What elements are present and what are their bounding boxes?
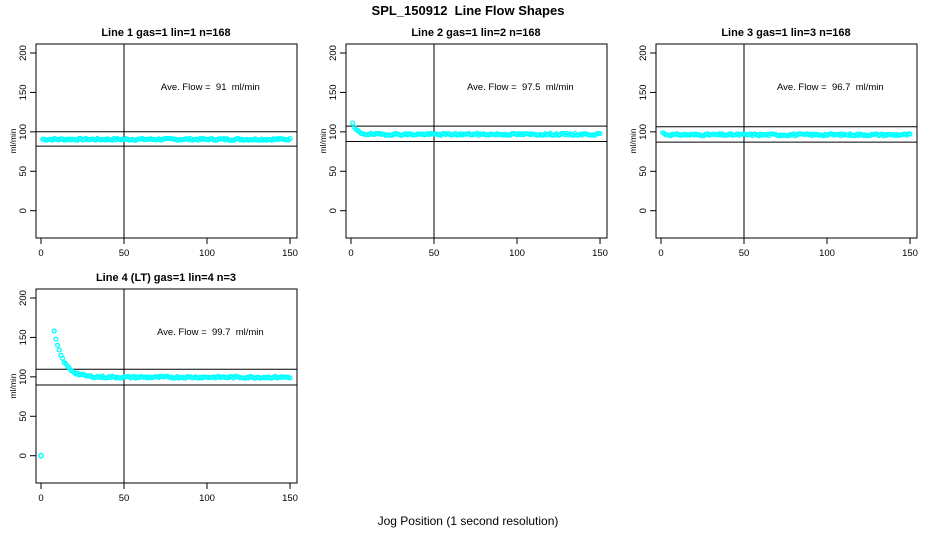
x-tick-label: 0 — [658, 248, 663, 259]
x-tick-label: 0 — [38, 493, 43, 504]
x-axis: 0 50 100 150 — [38, 238, 298, 259]
y-tick-label: 50 — [18, 166, 29, 177]
y-tick-label: 150 — [328, 84, 339, 100]
data-point — [597, 131, 603, 137]
data-point — [287, 375, 293, 381]
panel-svg: Line 3 gas=1 lin=3 n=168 0 50 100 150 0 50 100 1… — [628, 27, 918, 259]
ave-flow-annotation: Ave. Flow = 99.7 ml/min — [157, 327, 264, 338]
figure-title: SPL_150912 Line Flow Shapes — [371, 3, 565, 18]
panel-svg: Line 2 gas=1 lin=2 n=168 0 50 100 150 0 50 100 1… — [318, 27, 608, 259]
y-tick-label: 50 — [18, 411, 29, 422]
data-point — [56, 347, 62, 353]
data-points — [350, 120, 603, 138]
y-tick-label: 100 — [638, 124, 649, 140]
y-tick-label: 150 — [18, 84, 29, 100]
y-axis: 0 50 100 150 200 — [18, 45, 36, 213]
x-tick-label: 0 — [348, 248, 353, 259]
plot-frame — [35, 43, 298, 239]
panel-svg: Line 4 (LT) gas=1 lin=4 n=3 0 50 100 150 0 50 1… — [8, 272, 298, 504]
x-axis: 0 50 100 150 — [38, 483, 298, 504]
ave-flow-annotation: Ave. Flow = 91 ml/min — [161, 82, 260, 93]
y-tick-label: 50 — [638, 166, 649, 177]
x-tick-label: 100 — [199, 493, 215, 504]
y-tick-label: 100 — [18, 124, 29, 140]
ave-flow-annotation: Ave. Flow = 97.5 ml/min — [467, 82, 574, 93]
y-tick-label: 200 — [18, 45, 29, 61]
y-tick-label: 0 — [638, 208, 649, 213]
y-axis: 0 50 100 150 200 — [18, 290, 36, 458]
y-axis: 0 50 100 150 200 — [328, 45, 346, 213]
y-tick-label: 200 — [18, 290, 29, 306]
x-axis-label: Jog Position (1 second resolution) — [377, 514, 559, 528]
plot-frame — [345, 43, 608, 239]
panel-title: Line 1 gas=1 lin=1 n=168 — [101, 27, 230, 39]
x-tick-label: 100 — [199, 248, 215, 259]
flow-panel-line-1: Line 1 gas=1 lin=1 n=168 0 50 100 150 0 50 100 1… — [8, 22, 315, 272]
panel-title: Line 3 gas=1 lin=3 n=168 — [721, 27, 850, 39]
flow-panel-line-3: Line 3 gas=1 lin=3 n=168 0 50 100 150 0 50 100 1… — [628, 22, 935, 272]
x-tick-label: 0 — [38, 248, 43, 259]
x-tick-label: 100 — [819, 248, 835, 259]
x-tick-label: 150 — [282, 248, 298, 259]
y-tick-label: 0 — [18, 208, 29, 213]
y-axis-title: ml/min — [10, 373, 18, 398]
panel-title: Line 4 (LT) gas=1 lin=4 n=3 — [96, 272, 236, 284]
data-point — [287, 136, 293, 142]
x-tick-label: 50 — [119, 493, 130, 504]
x-tick-label: 150 — [902, 248, 918, 259]
y-tick-label: 100 — [328, 124, 339, 140]
data-point — [907, 131, 913, 137]
y-axis-title: ml/min — [630, 128, 638, 153]
panel-title: Line 2 gas=1 lin=2 n=168 — [411, 27, 540, 39]
flow-panel-line-4: Line 4 (LT) gas=1 lin=4 n=3 0 50 100 150 0 50 1… — [8, 267, 315, 517]
y-tick-label: 50 — [328, 166, 339, 177]
x-tick-label: 50 — [119, 248, 130, 259]
data-point — [350, 120, 356, 126]
y-tick-label: 0 — [18, 453, 29, 458]
x-tick-label: 50 — [739, 248, 750, 259]
y-tick-label: 150 — [18, 329, 29, 345]
x-axis: 0 50 100 150 — [348, 238, 608, 259]
y-tick-label: 200 — [638, 45, 649, 61]
outlier-point — [38, 452, 44, 459]
data-points — [40, 135, 293, 143]
y-axis-title: ml/min — [10, 128, 18, 153]
x-tick-label: 150 — [592, 248, 608, 259]
x-tick-label: 150 — [282, 493, 298, 504]
data-points — [38, 328, 293, 459]
ave-flow-annotation: Ave. Flow = 96.7 ml/min — [777, 82, 884, 93]
y-tick-label: 150 — [638, 84, 649, 100]
data-point — [53, 336, 59, 342]
flow-panel-line-2: Line 2 gas=1 lin=2 n=168 0 50 100 150 0 50 100 1… — [318, 22, 625, 272]
x-tick-label: 100 — [509, 248, 525, 259]
y-tick-label: 100 — [18, 369, 29, 385]
y-tick-label: 0 — [328, 208, 339, 213]
panel-svg: Line 1 gas=1 lin=1 n=168 0 50 100 150 0 50 100 1… — [8, 27, 298, 259]
x-axis: 0 50 100 150 — [658, 238, 918, 259]
x-tick-label: 50 — [429, 248, 440, 259]
data-point — [51, 328, 57, 334]
data-points — [660, 130, 913, 139]
data-point — [60, 355, 66, 361]
data-point — [55, 342, 61, 348]
plot-frame — [35, 288, 298, 484]
y-axis-title: ml/min — [320, 128, 328, 153]
y-tick-label: 200 — [328, 45, 339, 61]
y-axis: 0 50 100 150 200 — [638, 45, 656, 213]
plot-frame — [655, 43, 918, 239]
